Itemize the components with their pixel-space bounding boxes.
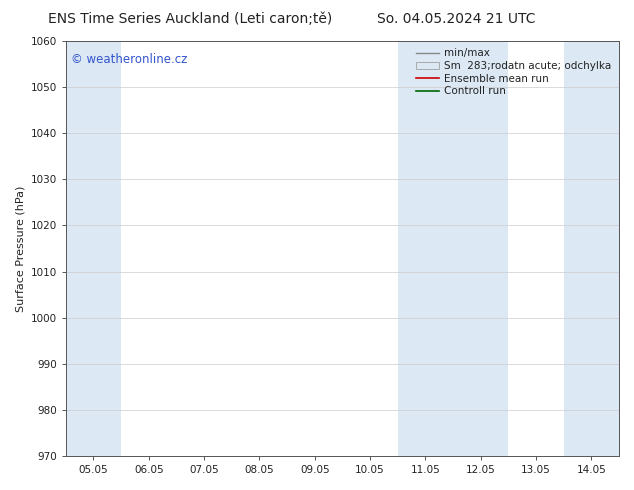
Text: ENS Time Series Auckland (Leti caron;tě): ENS Time Series Auckland (Leti caron;tě) <box>48 12 332 26</box>
Bar <box>66 41 121 456</box>
Bar <box>398 41 508 456</box>
Y-axis label: Surface Pressure (hPa): Surface Pressure (hPa) <box>15 185 25 312</box>
Bar <box>564 41 619 456</box>
Text: © weatheronline.cz: © weatheronline.cz <box>72 53 188 67</box>
Legend: min/max, Sm  283;rodatn acute; odchylka, Ensemble mean run, Controll run: min/max, Sm 283;rodatn acute; odchylka, … <box>412 44 616 100</box>
Text: So. 04.05.2024 21 UTC: So. 04.05.2024 21 UTC <box>377 12 536 26</box>
